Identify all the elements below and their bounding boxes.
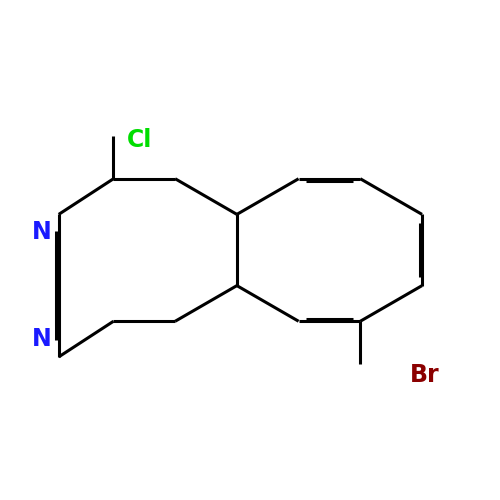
Text: N: N (32, 220, 52, 244)
Text: Br: Br (410, 362, 440, 386)
Text: Cl: Cl (127, 128, 152, 152)
Text: N: N (32, 327, 52, 351)
